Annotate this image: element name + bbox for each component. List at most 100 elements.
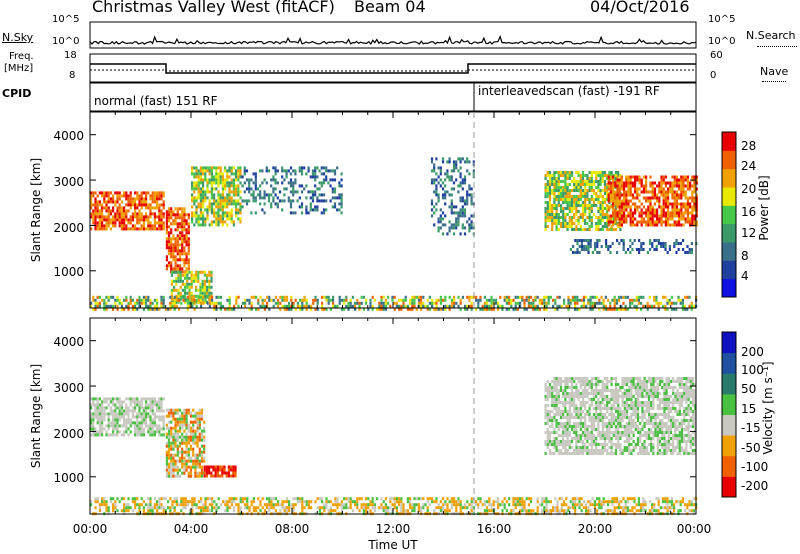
velocity-cell-1105 — [590, 389, 593, 392]
power-cell-705 — [195, 199, 198, 203]
power-cell-1682 — [573, 228, 576, 231]
power-cell-280 — [153, 197, 156, 201]
velocity-cell-999 — [577, 449, 580, 452]
power-cell-707 — [195, 208, 198, 212]
power-cell-230 — [140, 218, 143, 222]
power-cell-1801 — [590, 219, 593, 222]
power-cell-3135 — [492, 307, 495, 311]
velocity-cell-954 — [573, 422, 576, 425]
power-cell-308 — [158, 224, 161, 228]
power-cell-3366 — [675, 307, 678, 311]
power-cell-646 — [206, 279, 209, 283]
power-cell-1354 — [450, 208, 453, 212]
power-cell-640 — [203, 288, 206, 292]
power-cell-965 — [232, 223, 235, 227]
power-cell-1324 — [444, 184, 447, 188]
power-cell-854 — [217, 196, 220, 200]
velocity-cell-584 — [196, 423, 199, 427]
power-cell-1583 — [559, 204, 563, 207]
velocity-cell-783 — [553, 452, 556, 455]
velocity-cell-199 — [134, 424, 137, 428]
velocity-cell-1246 — [606, 395, 609, 398]
power-cell-3380 — [688, 295, 691, 299]
power-cell-1251 — [338, 184, 341, 188]
power-cell-2804 — [217, 295, 220, 299]
velocity-cell-620 — [200, 429, 204, 433]
power-cell-296 — [156, 221, 159, 225]
velocity-cell-701 — [544, 404, 547, 407]
velocity-cell-269 — [149, 409, 152, 413]
velocity-cell-227 — [140, 403, 143, 407]
power-cell-1837 — [597, 216, 600, 219]
power-cell-2374 — [673, 190, 676, 194]
power-cell-3289 — [609, 307, 612, 311]
velocity-cell-1328 — [614, 419, 618, 422]
power-cell-1602 — [562, 219, 565, 222]
power-cell-291 — [156, 197, 159, 201]
velocity-cell-1411 — [623, 446, 626, 449]
power-cell-2776 — [195, 298, 198, 302]
power-cell-749 — [202, 178, 205, 182]
power-cell-3102 — [470, 301, 473, 305]
power-cell-773 — [204, 208, 207, 212]
velocity-cell-899 — [566, 437, 569, 440]
power-cell-886 — [221, 193, 224, 197]
power-cell-687 — [193, 181, 196, 185]
power-cell-2296 — [660, 190, 663, 194]
power-cell-710 — [195, 217, 198, 221]
power-cell-239 — [142, 221, 145, 225]
power-cell-1303 — [439, 169, 442, 173]
power-cell-568 — [184, 300, 187, 304]
power-cell-3126 — [488, 304, 491, 308]
velocity-cell-235 — [140, 430, 143, 434]
power-cell-3082 — [453, 295, 456, 299]
power-cell-1083 — [272, 196, 275, 200]
power-cell-1621 — [564, 225, 567, 228]
velocity-cell-1147 — [595, 392, 598, 395]
velocity-cell-183 — [129, 424, 132, 428]
power-cell-1122 — [289, 181, 293, 185]
power-cell-2597 — [649, 248, 652, 251]
power-cell-1531 — [553, 192, 556, 195]
velocity-cell-658 — [212, 465, 215, 469]
velocity-cell-1286 — [610, 407, 613, 410]
power-cell-2223 — [647, 196, 650, 200]
velocity-cell-160 — [125, 406, 128, 410]
velocity-cell-1027 — [581, 392, 585, 395]
power-cell-294 — [156, 206, 159, 210]
velocity-cell-303 — [156, 415, 159, 419]
velocity-cell-1177 — [597, 428, 600, 431]
power-cell-2829 — [244, 301, 247, 305]
power-cell-2562 — [605, 242, 608, 245]
power-cell-2336 — [667, 193, 670, 197]
power-cell-1181 — [311, 196, 315, 200]
velocity-cell-98 — [112, 400, 115, 404]
power-cell-2038 — [614, 202, 617, 206]
power-cell-474 — [183, 237, 186, 241]
power-cell-1427 — [466, 190, 469, 194]
power-cell-3109 — [477, 298, 480, 302]
power-cell-1998 — [607, 205, 610, 209]
power-cell-1350 — [450, 193, 453, 197]
velocity-cell-738 — [548, 419, 552, 422]
velocity-cell-560 — [192, 459, 195, 463]
velocity-cell-501 — [185, 423, 188, 427]
power-cell-346 — [165, 267, 168, 271]
velocity-cell-428 — [176, 408, 179, 412]
velocity-cell-424 — [174, 462, 177, 466]
velocity-cell-62 — [101, 427, 104, 431]
power-cell-2086 — [620, 214, 623, 218]
power-cell-44 — [98, 215, 101, 219]
power-cell-290 — [156, 194, 159, 198]
velocity-cell-1080 — [586, 446, 589, 449]
power-cell-2523 — [574, 239, 577, 242]
velocity-cell-913 — [568, 410, 571, 413]
power-cell-2558 — [598, 239, 601, 242]
power-cell-2256 — [651, 217, 654, 221]
velocity-cell-527 — [187, 459, 190, 463]
power-cell-3032 — [413, 304, 416, 308]
power-cell-1978 — [619, 174, 622, 177]
velocity-cell-245 — [142, 430, 145, 434]
power-cell-3189 — [532, 307, 535, 311]
power-cell-1064 — [263, 211, 266, 215]
